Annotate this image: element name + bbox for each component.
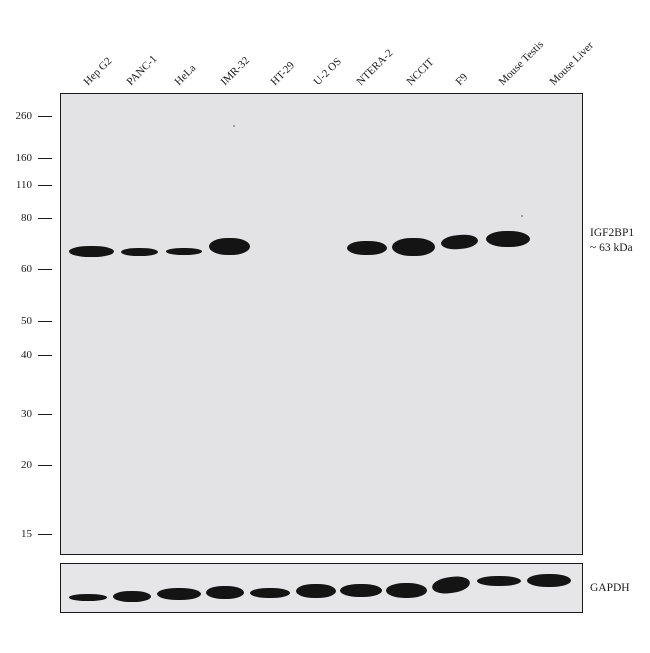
band-mouse-testis (486, 231, 530, 247)
marker-label-15: 15 (21, 528, 32, 540)
lane-label-ntera-2: NTERA-2 (354, 47, 396, 88)
marker-tick-50 (38, 321, 52, 322)
lane-label-hela: HeLa (172, 62, 199, 88)
gapdh-blot-panel (60, 563, 583, 613)
loading-control-label: GAPDH (590, 582, 630, 594)
lane-label-u-2-os: U-2 OS (311, 55, 344, 88)
gapdh-band-f9 (431, 574, 471, 596)
marker-label-50: 50 (21, 315, 32, 327)
gapdh-band-nccit (386, 583, 427, 598)
lane-label-mouse-liver: Mouse Liver (547, 39, 596, 88)
target-name-label: IGF2BP1 (590, 227, 635, 239)
marker-label-110: 110 (15, 179, 32, 191)
speck-artifact (521, 215, 523, 217)
lane-label-ht-29: HT-29 (268, 59, 298, 88)
lane-label-f9: F9 (453, 71, 471, 88)
gapdh-band-hela (157, 588, 201, 600)
band-hela (166, 248, 202, 255)
gapdh-band-ht-29 (250, 588, 290, 598)
gapdh-band-u-2-os (296, 584, 336, 598)
marker-tick-160 (38, 158, 52, 159)
gapdh-band-mouse-liver (527, 574, 571, 587)
lane-label-imr-32: IMR-32 (218, 54, 253, 88)
marker-label-80: 80 (21, 212, 32, 224)
band-ntera-2 (347, 241, 387, 255)
gapdh-band-imr-32 (206, 586, 244, 599)
lane-label-panc-1: PANC-1 (124, 52, 160, 88)
marker-tick-110 (38, 185, 52, 186)
marker-label-30: 30 (21, 408, 32, 420)
band-nccit (392, 238, 435, 256)
gapdh-band-panc-1 (113, 591, 151, 602)
marker-tick-30 (38, 414, 52, 415)
band-hep-g2 (69, 246, 114, 257)
lane-label-nccit: NCCIT (404, 56, 437, 88)
speck-artifact (233, 125, 235, 127)
band-f9 (440, 233, 479, 251)
marker-tick-60 (38, 269, 52, 270)
gapdh-band-hep-g2 (69, 594, 107, 601)
marker-tick-40 (38, 355, 52, 356)
target-size-label: ~ 63 kDa (590, 242, 633, 254)
gapdh-band-ntera-2 (340, 584, 382, 597)
marker-label-60: 60 (21, 263, 32, 275)
marker-tick-15 (38, 534, 52, 535)
main-blot-panel (60, 93, 583, 555)
marker-label-260: 260 (15, 110, 33, 122)
marker-tick-20 (38, 465, 52, 466)
band-panc-1 (121, 248, 158, 256)
marker-label-40: 40 (21, 349, 32, 361)
lane-label-mouse-testis: Mouse Testis (496, 38, 547, 88)
marker-label-160: 160 (15, 152, 33, 164)
gapdh-band-mouse-testis (477, 576, 521, 586)
marker-label-20: 20 (21, 459, 32, 471)
lane-label-hep-g2: Hep G2 (81, 55, 115, 88)
marker-tick-80 (38, 218, 52, 219)
band-imr-32 (209, 238, 250, 255)
marker-tick-260 (38, 116, 52, 117)
